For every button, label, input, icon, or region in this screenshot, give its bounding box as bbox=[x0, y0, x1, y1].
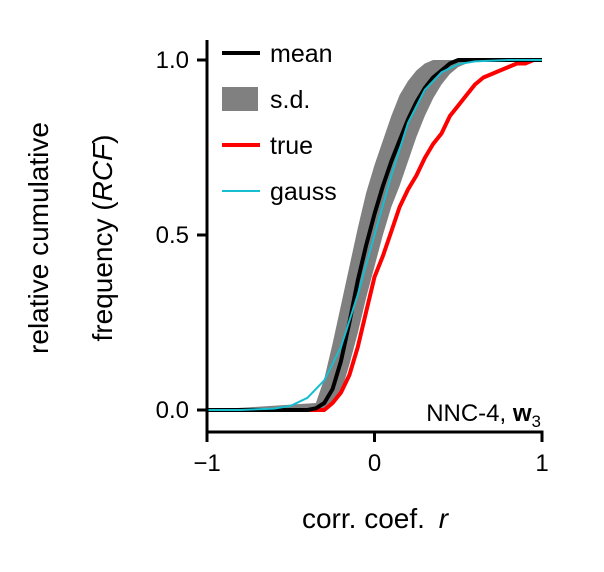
series-true-line bbox=[207, 58, 542, 412]
legend-label-mean: mean bbox=[270, 40, 333, 68]
y-axis-label-line2-suffix: ) bbox=[87, 135, 118, 144]
y-tick-label: 1.0 bbox=[156, 47, 189, 74]
y-axis-label-line2: frequency (RCF) bbox=[87, 135, 118, 342]
annotation-prefix: NNC-4, bbox=[426, 400, 513, 427]
plot-area bbox=[207, 58, 542, 412]
series-mean-line bbox=[207, 58, 542, 412]
legend-label-true: true bbox=[270, 132, 313, 160]
x-tick-label: 1 bbox=[535, 450, 548, 477]
y-tick-label: 0.0 bbox=[156, 397, 189, 424]
y-axis-label-line2-var: RCF bbox=[87, 142, 118, 201]
x-tick-label: −1 bbox=[193, 450, 220, 477]
x-tick-label: 0 bbox=[368, 450, 381, 477]
x-axis-label-var: r bbox=[439, 503, 450, 534]
y-axis-label-line2-prefix: frequency ( bbox=[87, 201, 118, 342]
y-axis-label-line1: relative cumulative bbox=[23, 122, 54, 354]
annotation: NNC-4, w3 bbox=[426, 400, 541, 431]
legend-label-gauss: gauss bbox=[270, 178, 337, 206]
x-axis-label-text: corr. coef. bbox=[302, 503, 425, 534]
axes: −1 0 1 0.0 0.5 1.0 bbox=[156, 40, 549, 477]
x-axis-label: corr. coef. r bbox=[302, 503, 450, 534]
series-gauss-line bbox=[207, 59, 542, 411]
legend-swatch-s-d bbox=[222, 87, 258, 111]
legend-label-s-d: s.d. bbox=[270, 86, 310, 114]
legend: mean s.d. true gauss bbox=[222, 40, 337, 206]
y-tick-label: 0.5 bbox=[156, 222, 189, 249]
annotation-bold: w bbox=[512, 400, 532, 427]
annotation-subscript: 3 bbox=[532, 412, 541, 431]
